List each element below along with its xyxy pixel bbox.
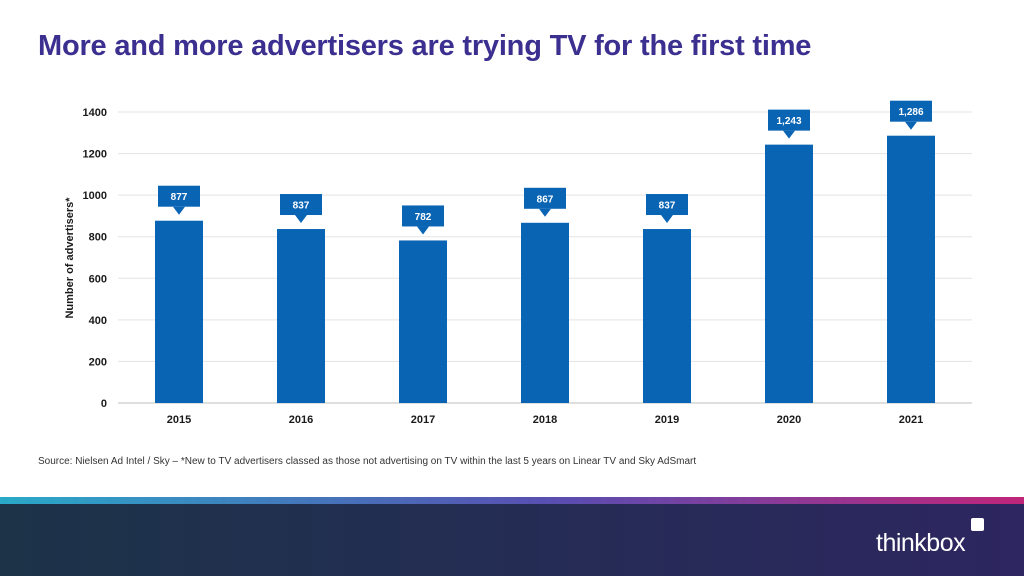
bar	[643, 229, 691, 403]
data-label: 837	[293, 201, 310, 212]
x-tick-label: 2020	[777, 414, 801, 426]
gradient-stripe	[0, 497, 1024, 504]
callout-pointer	[173, 206, 185, 215]
data-label-callout	[280, 194, 322, 216]
data-label-callout	[158, 185, 200, 207]
callout-pointer	[661, 215, 673, 224]
data-label: 1,243	[776, 116, 801, 127]
data-label-callout	[524, 187, 566, 209]
y-tick-label: 1400	[83, 107, 107, 119]
x-tick-label: 2016	[289, 414, 313, 426]
y-tick-label: 200	[89, 356, 107, 368]
y-tick-label: 1000	[83, 190, 107, 202]
x-tick-label: 2019	[655, 414, 679, 426]
bar	[277, 229, 325, 403]
callout-pointer	[295, 215, 307, 224]
x-tick-label: 2018	[533, 414, 557, 426]
y-tick-label: 400	[89, 315, 107, 327]
y-tick-label: 0	[101, 398, 107, 410]
data-label: 782	[415, 212, 432, 223]
callout-pointer	[539, 208, 551, 217]
bar	[155, 220, 203, 403]
data-label: 867	[537, 194, 554, 205]
data-label-callout	[768, 109, 810, 131]
bar	[765, 144, 813, 403]
callout-pointer	[905, 121, 917, 130]
callout-pointer	[417, 226, 429, 235]
thinkbox-logo: thinkbox	[876, 518, 986, 558]
footer-band: thinkbox	[0, 504, 1024, 576]
slide-title: More and more advertisers are trying TV …	[38, 30, 812, 62]
data-label: 837	[659, 201, 676, 212]
y-axis-label: Number of advertisers*	[64, 197, 76, 319]
bar	[521, 222, 569, 403]
logo-square-icon	[971, 518, 984, 531]
data-label: 877	[171, 192, 188, 203]
data-label-callout	[890, 100, 932, 122]
x-tick-label: 2015	[167, 414, 191, 426]
source-note: Source: Nielsen Ad Intel / Sky – *New to…	[38, 456, 697, 467]
data-label-callout	[646, 194, 688, 216]
data-label: 1,286	[898, 107, 923, 118]
x-tick-label: 2017	[411, 414, 435, 426]
y-tick-label: 1200	[83, 149, 107, 161]
callout-pointer	[783, 130, 795, 139]
x-tick-label: 2021	[899, 414, 923, 426]
data-label-callout	[402, 205, 444, 227]
logo-wordmark: thinkbox	[876, 529, 966, 557]
y-tick-label: 800	[89, 232, 107, 244]
bar	[887, 135, 935, 403]
bar	[399, 240, 447, 403]
y-tick-label: 600	[89, 273, 107, 285]
bar-chart: 0 200 400 600 800 1000 1200 1400 Number of adver…	[64, 100, 972, 426]
